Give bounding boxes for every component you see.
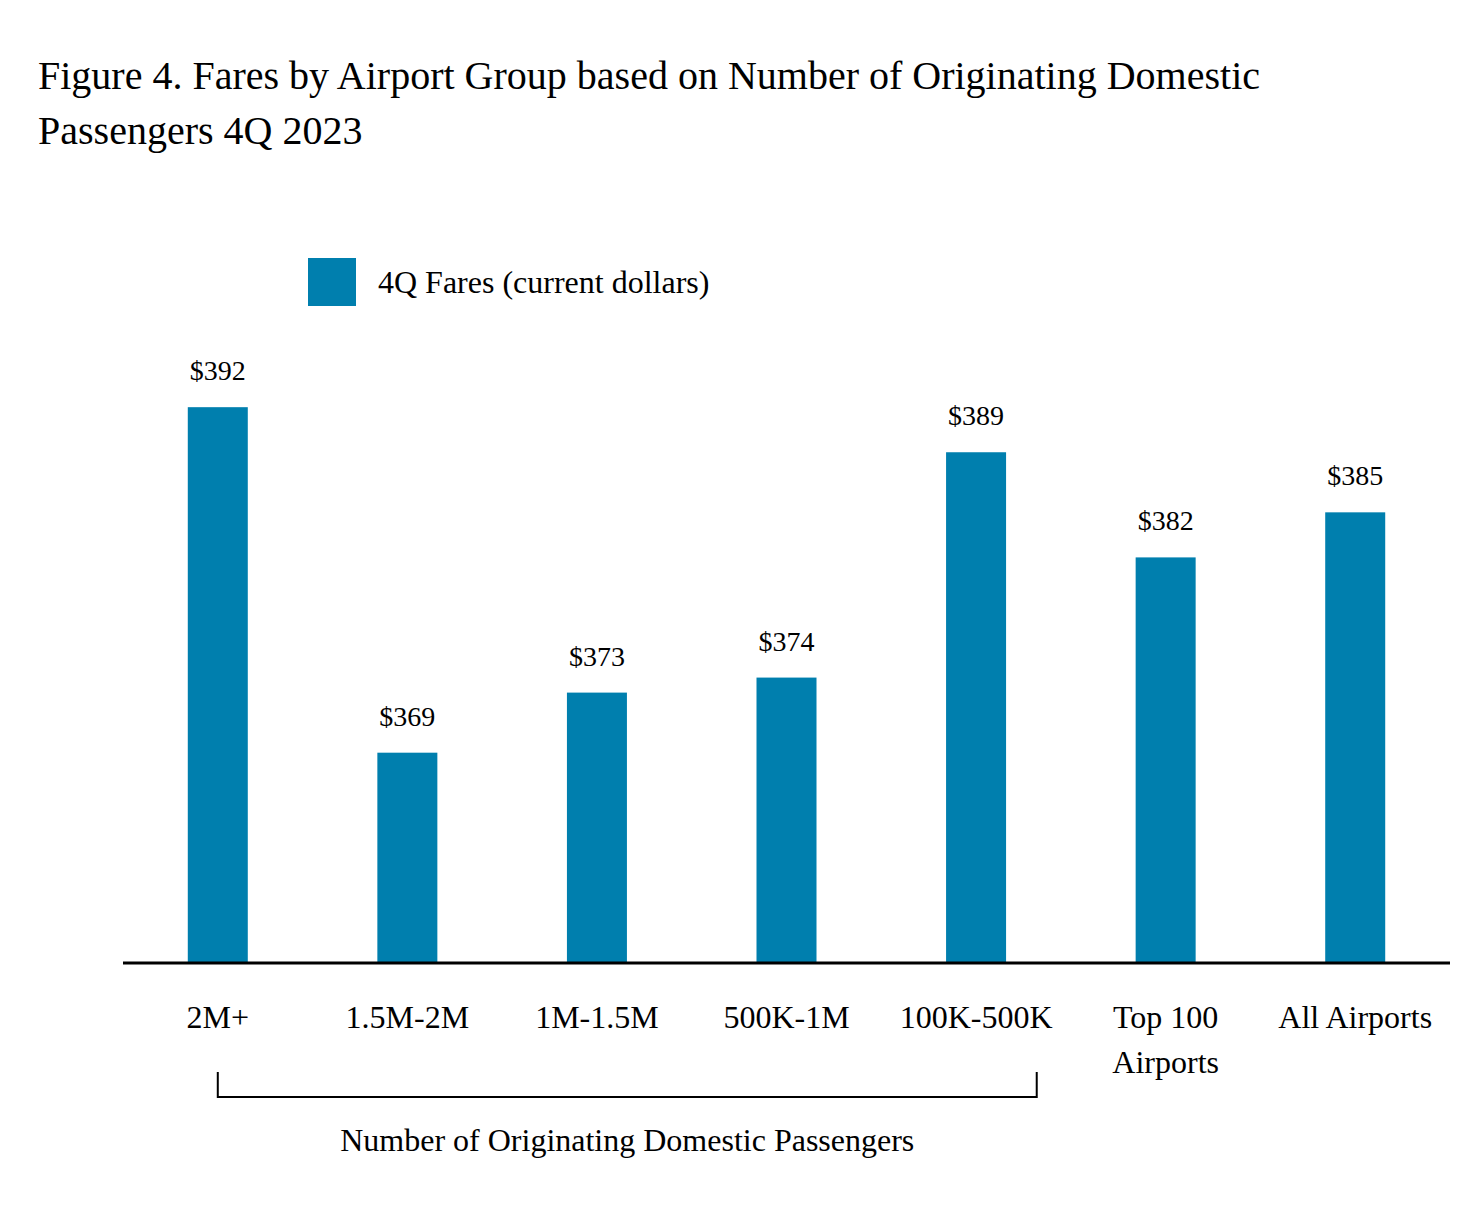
data-label: $369: [379, 701, 435, 732]
text-line: Airports: [1112, 1044, 1219, 1080]
x-axis: [123, 962, 1450, 965]
bars: [188, 407, 1385, 963]
text-line: 1.5M-2M: [346, 999, 470, 1035]
x-tick-label: All Airports: [1278, 999, 1432, 1035]
bar: [1325, 512, 1385, 963]
data-label: $392: [190, 355, 246, 386]
chart: Figure 4. Fares by Airport Group based o…: [0, 0, 1477, 1215]
text-line: 500K-1M: [723, 999, 849, 1035]
data-label: $385: [1327, 460, 1383, 491]
data-label: $382: [1138, 505, 1194, 536]
text-line: 2M+: [187, 999, 250, 1035]
text-line: Figure 4. Fares by Airport Group based o…: [38, 53, 1260, 98]
x-tick-label: 500K-1M: [723, 999, 849, 1035]
data-label: $374: [759, 626, 815, 657]
bar: [946, 452, 1006, 963]
title: Figure 4. Fares by Airport Group based o…: [38, 53, 1260, 153]
annotation: Number of Originating Domestic Passenger…: [340, 1122, 914, 1158]
x-tick-label: Top 100 Airports: [1112, 999, 1219, 1080]
bar: [757, 678, 817, 963]
x-tick-label: 1.5M-2M: [346, 999, 470, 1035]
bracket: [218, 1072, 1037, 1097]
data-label: $389: [948, 400, 1004, 431]
legend-label: 4Q Fares (current dollars): [378, 264, 709, 300]
x-tick-label: 1M-1.5M: [535, 999, 659, 1035]
text-line: All Airports: [1278, 999, 1432, 1035]
text-line: 100K-500K: [900, 999, 1053, 1035]
x-tick-label: 100K-500K: [900, 999, 1053, 1035]
bar: [377, 753, 437, 963]
text-line: Top 100: [1113, 999, 1218, 1035]
x-tick-label: 2M+: [187, 999, 250, 1035]
text-line: 1M-1.5M: [535, 999, 659, 1035]
legend-swatch: [308, 258, 356, 306]
text-line: Passengers 4Q 2023: [38, 108, 362, 153]
bar: [567, 693, 627, 963]
data-label: $373: [569, 641, 625, 672]
bar: [188, 407, 248, 963]
bar: [1136, 557, 1196, 963]
